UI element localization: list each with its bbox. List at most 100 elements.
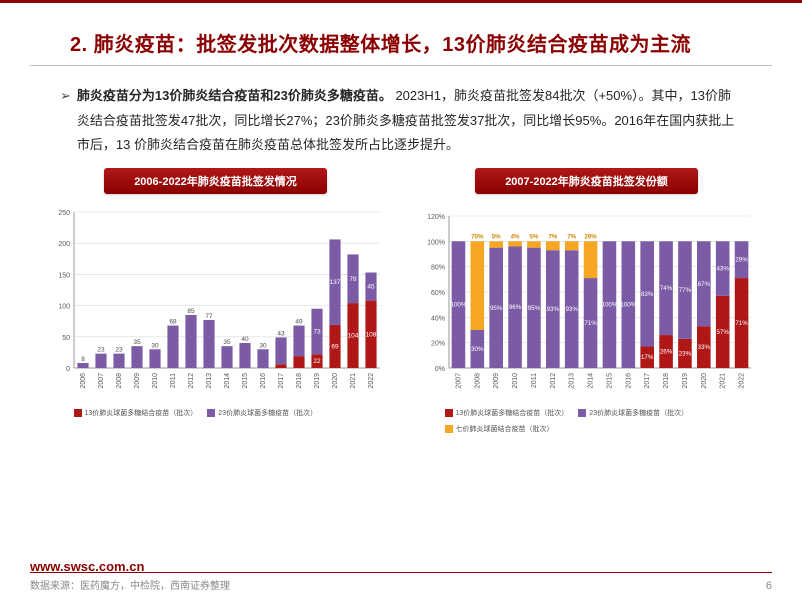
svg-text:29%: 29% — [735, 257, 748, 264]
svg-text:2017: 2017 — [278, 373, 285, 389]
right-chart-col: 2007-2022年肺炎疫苗批签发份额 0% 20% 40% 60% 80% 100% 12… — [411, 168, 762, 436]
body-lead: 肺炎疫苗分为13价肺炎结合疫苗和23价肺炎多糖疫苗。 — [77, 88, 392, 103]
svg-text:137: 137 — [329, 279, 340, 286]
svg-text:71%: 71% — [735, 320, 748, 327]
left-chart-caption: 2006-2022年肺炎疫苗批签发情况 — [104, 168, 327, 194]
svg-text:100%: 100% — [601, 302, 617, 309]
svg-text:2012: 2012 — [549, 373, 556, 389]
svg-text:2017: 2017 — [644, 373, 651, 389]
legend-label: 七价肺炎球菌结合疫苗（批次） — [456, 424, 554, 434]
legend-swatch — [445, 425, 453, 433]
left-chart-svg: 0501001502002508200623200723200835200930… — [46, 206, 386, 406]
legend-swatch — [207, 409, 215, 417]
svg-text:2007: 2007 — [98, 373, 105, 389]
svg-text:43%: 43% — [716, 266, 729, 273]
svg-text:2014: 2014 — [587, 373, 594, 389]
svg-text:5%: 5% — [529, 233, 538, 240]
svg-text:60%: 60% — [430, 290, 444, 297]
svg-text:80%: 80% — [430, 265, 444, 272]
svg-text:2020: 2020 — [332, 373, 339, 389]
svg-text:93%: 93% — [546, 306, 559, 313]
svg-text:95%: 95% — [489, 305, 502, 312]
svg-text:2011: 2011 — [170, 373, 177, 388]
svg-text:100%: 100% — [620, 302, 636, 309]
svg-text:95%: 95% — [527, 305, 540, 312]
bullet-icon: ➢ — [60, 84, 71, 158]
svg-text:2011: 2011 — [530, 373, 537, 388]
svg-text:100%: 100% — [427, 239, 445, 246]
page-title: 2. 肺炎疫苗：批签发批次数据整体增长，13价肺炎结合疫苗成为主流 — [70, 28, 732, 57]
svg-text:50: 50 — [62, 335, 70, 342]
svg-text:120%: 120% — [427, 214, 445, 221]
svg-text:2013: 2013 — [206, 373, 213, 389]
svg-text:20%: 20% — [430, 341, 444, 348]
legend-label: 13价肺炎球菌多糖结合疫苗（批次） — [456, 408, 569, 418]
svg-text:2015: 2015 — [606, 373, 613, 389]
svg-text:74%: 74% — [659, 285, 672, 292]
svg-text:2013: 2013 — [568, 373, 575, 389]
svg-text:33%: 33% — [697, 344, 710, 351]
svg-text:29%: 29% — [584, 233, 597, 240]
svg-text:23: 23 — [97, 347, 105, 354]
svg-text:23: 23 — [115, 347, 123, 354]
svg-text:2019: 2019 — [314, 373, 321, 389]
svg-text:2006: 2006 — [80, 373, 87, 389]
svg-text:17%: 17% — [640, 354, 653, 361]
right-chart-caption: 2007-2022年肺炎疫苗批签发份额 — [475, 168, 698, 194]
svg-text:26%: 26% — [659, 349, 672, 356]
svg-text:100%: 100% — [450, 302, 466, 309]
svg-text:2022: 2022 — [368, 373, 375, 389]
legend-item: 七价肺炎球菌结合疫苗（批次） — [445, 424, 554, 434]
right-chart-svg: 0% 20% 40% 60% 80% 100% 120% 2007 2008 2009 2010 20… — [417, 206, 757, 406]
svg-text:2015: 2015 — [242, 373, 249, 389]
svg-text:2016: 2016 — [625, 373, 632, 389]
svg-text:71%: 71% — [584, 320, 597, 327]
footer: 数据来源：医药魔方，中检院，西南证券整理 6 — [30, 572, 772, 592]
svg-text:30%: 30% — [471, 346, 484, 353]
svg-text:0: 0 — [66, 366, 70, 373]
right-chart-legend: 13价肺炎球菌多糖结合疫苗（批次） 23价肺炎球菌多糖疫苗（批次） 七价肺炎球菌结合… — [417, 408, 757, 434]
footer-source: 数据来源：医药魔方，中检院，西南证券整理 — [30, 577, 230, 592]
svg-text:68: 68 — [169, 319, 177, 326]
svg-text:8: 8 — [81, 356, 85, 363]
svg-text:2014: 2014 — [224, 373, 231, 389]
left-chart-col: 2006-2022年肺炎疫苗批签发情况 05010015020025082006… — [40, 168, 391, 436]
legend-label: 13价肺炎球菌多糖结合疫苗（批次） — [85, 408, 198, 418]
legend-label: 23价肺炎球菌多糖疫苗（批次） — [218, 408, 317, 418]
svg-text:43: 43 — [277, 330, 285, 337]
svg-text:150: 150 — [58, 272, 70, 279]
svg-text:30: 30 — [259, 342, 267, 349]
slide: 2. 肺炎疫苗：批签发批次数据整体增长，13价肺炎结合疫苗成为主流 ➢ 肺炎疫苗… — [0, 0, 802, 602]
svg-text:2007: 2007 — [455, 373, 462, 389]
svg-text:30: 30 — [151, 342, 159, 349]
page-number: 6 — [766, 580, 772, 592]
svg-text:200: 200 — [58, 241, 70, 248]
svg-text:2008: 2008 — [116, 373, 123, 389]
legend-item: 13价肺炎球菌多糖结合疫苗（批次） — [445, 408, 569, 418]
svg-text:2008: 2008 — [474, 373, 481, 389]
charts-row: 2006-2022年肺炎疫苗批签发情况 05010015020025082006… — [0, 158, 802, 436]
body-text: ➢ 肺炎疫苗分为13价肺炎结合疫苗和23价肺炎多糖疫苗。 2023H1，肺炎疫苗… — [0, 66, 802, 158]
legend-item: 23价肺炎球菌多糖疫苗（批次） — [207, 408, 317, 418]
svg-text:40: 40 — [241, 336, 249, 343]
svg-text:85: 85 — [187, 308, 195, 315]
svg-text:2021: 2021 — [350, 373, 357, 389]
left-chart-area: 0501001502002508200623200723200835200930… — [46, 206, 386, 436]
svg-text:45: 45 — [367, 284, 375, 291]
svg-text:100: 100 — [58, 304, 70, 311]
top-border — [0, 0, 802, 3]
svg-text:2009: 2009 — [493, 373, 500, 389]
svg-text:0%: 0% — [434, 366, 444, 373]
svg-text:78: 78 — [349, 276, 357, 283]
svg-text:2012: 2012 — [188, 373, 195, 389]
svg-text:2009: 2009 — [134, 373, 141, 389]
svg-text:23%: 23% — [678, 350, 691, 357]
legend-swatch — [578, 409, 586, 417]
svg-text:2010: 2010 — [512, 373, 519, 389]
svg-text:49: 49 — [295, 319, 303, 326]
body-paragraph: 肺炎疫苗分为13价肺炎结合疫苗和23价肺炎多糖疫苗。 2023H1，肺炎疫苗批签… — [77, 84, 742, 158]
svg-text:2018: 2018 — [296, 373, 303, 389]
legend-label: 23价肺炎球菌多糖疫苗（批次） — [589, 408, 688, 418]
svg-text:40%: 40% — [430, 315, 444, 322]
svg-text:73: 73 — [313, 329, 321, 336]
